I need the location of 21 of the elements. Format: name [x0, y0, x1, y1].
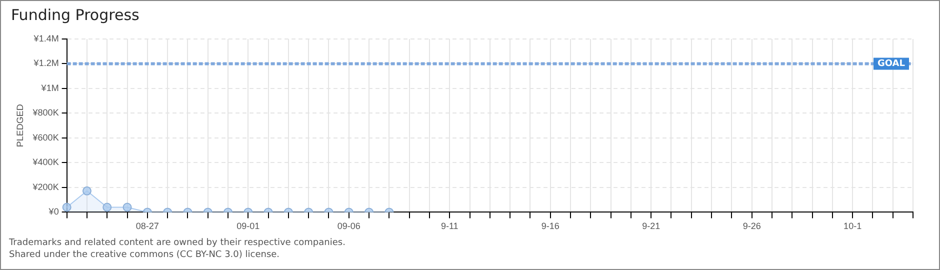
- x-tick-label: 09-06: [337, 221, 360, 232]
- y-tick-label: ¥400K: [32, 157, 59, 168]
- x-tick-label: 08-27: [136, 221, 159, 232]
- chart-title: Funding Progress: [11, 6, 140, 24]
- x-tick-label: 9-26: [742, 221, 761, 232]
- x-tick-label: 09-01: [236, 221, 260, 232]
- y-tick-label: ¥800K: [32, 108, 59, 118]
- x-tick-label: 9-21: [642, 221, 660, 232]
- y-axis-title: PLEDGED: [14, 104, 25, 148]
- y-tick-label: ¥0: [48, 206, 59, 217]
- y-tick-label: ¥1M: [40, 82, 59, 93]
- y-tick-label: ¥1.2M: [32, 58, 59, 68]
- y-tick-label: ¥200K: [32, 182, 59, 192]
- text: Shared under the creative commons (CC BY-NC 3.0) license.: [9, 249, 281, 261]
- text: Trademarks and related content are owned by their respective companies.: [9, 237, 346, 249]
- x-tick-label: 9-11: [440, 221, 458, 232]
- ref-line-label: GOAL: [878, 59, 906, 70]
- x-tick-label: 10-1: [844, 221, 862, 232]
- x-tick-label: 9-16: [541, 221, 560, 232]
- y-tick-label: ¥600K: [32, 132, 59, 142]
- y-tick-label: ¥1.4M: [32, 33, 59, 44]
